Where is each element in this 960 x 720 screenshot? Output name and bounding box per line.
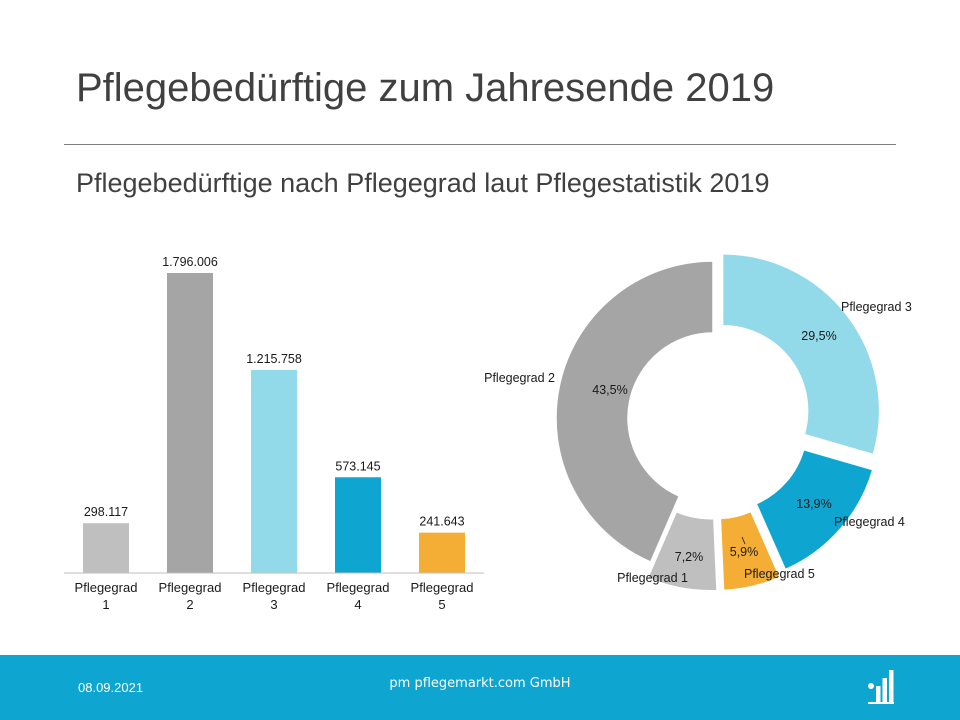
category-label: Pflegegrad [243, 580, 306, 595]
bar-3 [251, 369, 297, 573]
category-label: Pflegegrad [159, 580, 222, 595]
segment-value-label: 5,9% [730, 545, 759, 559]
segment-name-label: Pflegegrad 2 [484, 371, 555, 385]
slide-title: Pflegebedürftige zum Jahresende 2019 [76, 66, 775, 110]
bar-value-label: 573.145 [335, 459, 380, 473]
category-label: 2 [186, 597, 193, 612]
title-divider [64, 144, 896, 145]
category-label: Pflegegrad [411, 580, 474, 595]
bar-value-label: 1.796.006 [162, 255, 218, 269]
segment-name-label: Pflegegrad 3 [841, 300, 912, 314]
donut-segment-3 [719, 510, 781, 592]
segment-value-label: 29,5% [801, 329, 836, 343]
donut-segment-2 [755, 448, 874, 571]
segment-value-label: 13,9% [796, 497, 831, 511]
category-label: Pflegegrad [327, 580, 390, 595]
leader-line [741, 536, 746, 545]
segment-name-label: Pflegegrad 5 [744, 567, 815, 581]
category-label: Pflegegrad [75, 580, 138, 595]
bar-chart-logo-icon [868, 670, 894, 704]
segment-value-label: 43,5% [592, 383, 627, 397]
bar-1 [83, 523, 129, 573]
bar-5 [419, 532, 465, 573]
footer-company: pm pflegemarkt.com GmbH [389, 676, 571, 691]
segment-name-label: Pflegegrad 4 [834, 515, 905, 529]
category-label: 4 [354, 597, 361, 612]
donut-segment-1 [721, 253, 881, 456]
category-label: 1 [102, 597, 109, 612]
bar-value-label: 1.215.758 [246, 352, 302, 366]
footer-bar [0, 655, 960, 720]
footer-date: 08.09.2021 [78, 680, 144, 695]
bar-value-label: 298.117 [84, 505, 128, 519]
bar-4 [335, 477, 381, 573]
bar-2 [167, 273, 213, 573]
segment-name-label: Pflegegrad 1 [617, 571, 688, 585]
slide-subtitle: Pflegebedürftige nach Pflegegrad laut Pf… [76, 168, 770, 198]
donut-segment-5 [555, 260, 714, 564]
bar-value-label: 241.643 [419, 515, 464, 529]
donut-segment-4 [646, 510, 718, 592]
category-label: 5 [438, 597, 445, 612]
category-label: 3 [270, 597, 277, 612]
segment-value-label: 7,2% [675, 550, 704, 564]
